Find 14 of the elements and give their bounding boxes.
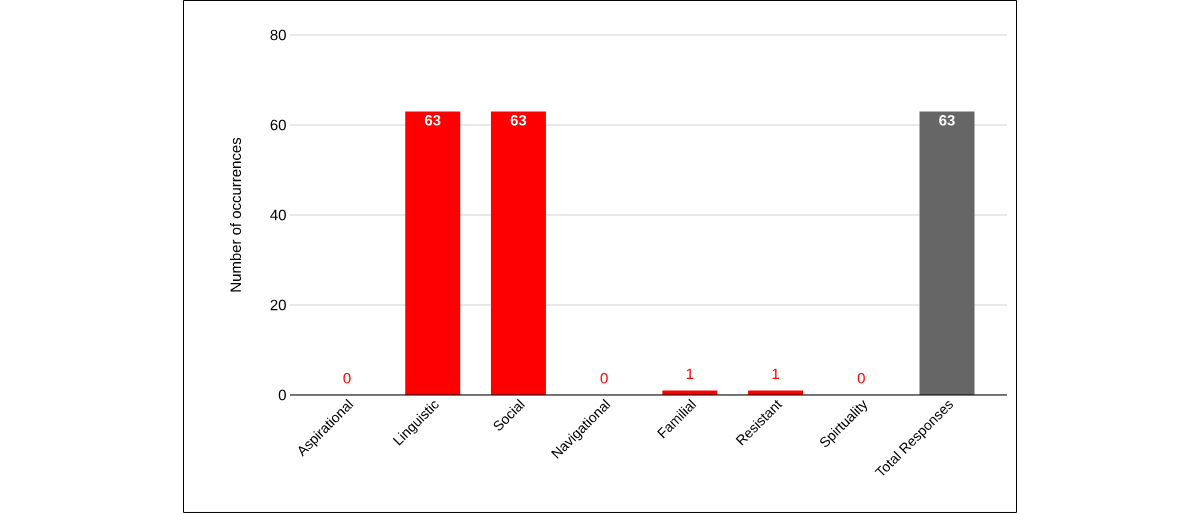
data-label: 0: [343, 372, 351, 384]
data-label: 63: [510, 115, 527, 126]
y-tick-label: 20: [270, 299, 286, 311]
data-label: 63: [939, 115, 955, 126]
y-axis-title: Number of occurrences: [230, 137, 242, 292]
y-tick-label: 80: [270, 29, 286, 41]
data-label: 1: [772, 368, 779, 379]
data-label: 1: [686, 368, 694, 379]
y-tick-label: 40: [270, 209, 286, 221]
y-tick-label: 60: [270, 119, 286, 131]
y-tick-label: 0: [278, 389, 286, 401]
data-label: 0: [600, 372, 608, 384]
data-label: 0: [857, 372, 865, 384]
data-label: 63: [424, 115, 441, 126]
